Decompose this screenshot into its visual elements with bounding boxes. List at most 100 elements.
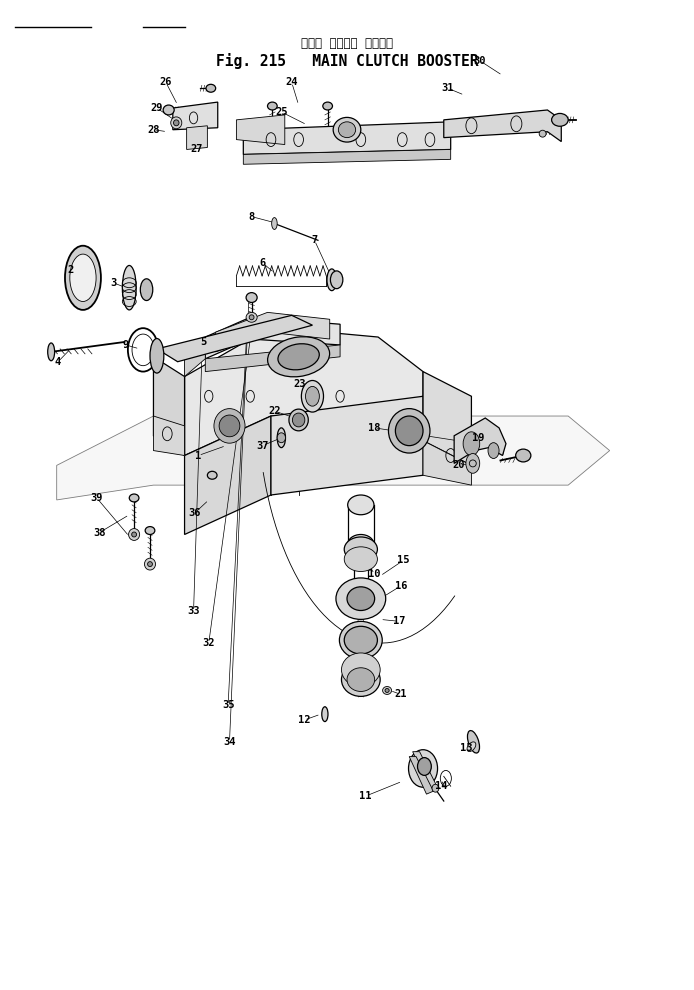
Polygon shape: [423, 371, 471, 465]
Ellipse shape: [219, 415, 240, 437]
Polygon shape: [173, 102, 218, 130]
Text: 13: 13: [459, 742, 472, 752]
Text: 27: 27: [190, 145, 203, 154]
Ellipse shape: [341, 663, 380, 696]
Text: 19: 19: [472, 433, 484, 443]
Ellipse shape: [396, 416, 423, 446]
Polygon shape: [409, 756, 433, 794]
Text: 5: 5: [200, 337, 206, 346]
Ellipse shape: [348, 535, 374, 554]
Circle shape: [488, 443, 499, 458]
Ellipse shape: [249, 315, 254, 320]
Circle shape: [301, 380, 323, 412]
Polygon shape: [413, 751, 437, 788]
Text: 26: 26: [160, 77, 172, 87]
Text: 38: 38: [93, 528, 105, 538]
Ellipse shape: [339, 122, 355, 138]
Polygon shape: [423, 441, 471, 485]
Polygon shape: [185, 339, 205, 376]
Ellipse shape: [344, 546, 378, 571]
Text: 3: 3: [110, 278, 117, 288]
Text: 9: 9: [123, 340, 129, 349]
Polygon shape: [185, 416, 271, 535]
Text: 23: 23: [294, 379, 306, 389]
Ellipse shape: [65, 246, 101, 310]
Text: 18: 18: [369, 423, 381, 433]
Ellipse shape: [292, 413, 305, 427]
Ellipse shape: [389, 409, 430, 453]
Ellipse shape: [327, 269, 337, 291]
Ellipse shape: [333, 118, 361, 143]
Ellipse shape: [344, 627, 378, 654]
Text: 32: 32: [203, 639, 215, 648]
Text: 35: 35: [222, 700, 235, 710]
Polygon shape: [157, 316, 312, 361]
Polygon shape: [185, 327, 423, 455]
Ellipse shape: [174, 120, 179, 126]
Polygon shape: [216, 313, 330, 351]
Text: 20: 20: [452, 460, 465, 470]
Ellipse shape: [206, 84, 216, 92]
Ellipse shape: [339, 622, 382, 659]
Text: 22: 22: [268, 406, 280, 416]
Ellipse shape: [144, 558, 155, 570]
Polygon shape: [454, 418, 506, 463]
Ellipse shape: [150, 339, 164, 373]
Polygon shape: [271, 396, 423, 495]
Ellipse shape: [278, 344, 319, 370]
Ellipse shape: [289, 409, 308, 431]
Ellipse shape: [344, 537, 378, 561]
Ellipse shape: [246, 313, 257, 322]
Ellipse shape: [341, 653, 380, 686]
Ellipse shape: [271, 218, 277, 230]
Ellipse shape: [132, 532, 137, 537]
Text: メイン  クラッチ  ブースタ: メイン クラッチ ブースタ: [301, 38, 393, 50]
Text: 24: 24: [285, 77, 298, 87]
Ellipse shape: [348, 495, 374, 515]
Ellipse shape: [140, 279, 153, 301]
Text: 37: 37: [256, 441, 269, 450]
Text: 15: 15: [398, 555, 410, 565]
Text: 17: 17: [393, 617, 406, 627]
Text: 4: 4: [55, 356, 61, 366]
Ellipse shape: [214, 409, 245, 444]
Polygon shape: [57, 416, 609, 500]
Ellipse shape: [347, 587, 375, 611]
Ellipse shape: [277, 433, 285, 443]
Polygon shape: [205, 318, 340, 358]
Ellipse shape: [323, 102, 332, 110]
Ellipse shape: [330, 271, 343, 289]
Ellipse shape: [418, 757, 432, 775]
Ellipse shape: [468, 731, 480, 753]
Polygon shape: [153, 356, 185, 455]
Text: 25: 25: [275, 107, 287, 117]
Ellipse shape: [128, 529, 139, 541]
Ellipse shape: [382, 686, 391, 694]
Text: 10: 10: [369, 569, 381, 579]
Ellipse shape: [129, 494, 139, 502]
Ellipse shape: [246, 293, 257, 303]
Text: 16: 16: [395, 581, 407, 591]
Text: 1: 1: [195, 450, 201, 460]
Ellipse shape: [467, 742, 476, 751]
Ellipse shape: [336, 578, 386, 620]
Text: 2: 2: [67, 265, 74, 275]
Ellipse shape: [277, 428, 285, 447]
Ellipse shape: [48, 343, 55, 360]
Text: 39: 39: [90, 493, 103, 503]
Ellipse shape: [122, 265, 136, 310]
Text: 11: 11: [359, 791, 372, 801]
Ellipse shape: [322, 707, 328, 722]
Text: 30: 30: [473, 55, 486, 65]
Text: 36: 36: [189, 508, 201, 518]
Ellipse shape: [385, 688, 389, 692]
Text: 14: 14: [434, 781, 447, 791]
Ellipse shape: [145, 527, 155, 535]
Circle shape: [305, 386, 319, 406]
Text: 7: 7: [312, 236, 318, 246]
Circle shape: [463, 432, 480, 455]
Text: Fig. 215   MAIN CLUTCH BOOSTER: Fig. 215 MAIN CLUTCH BOOSTER: [216, 52, 478, 68]
Ellipse shape: [409, 749, 437, 787]
Polygon shape: [443, 110, 561, 142]
Ellipse shape: [268, 337, 330, 377]
